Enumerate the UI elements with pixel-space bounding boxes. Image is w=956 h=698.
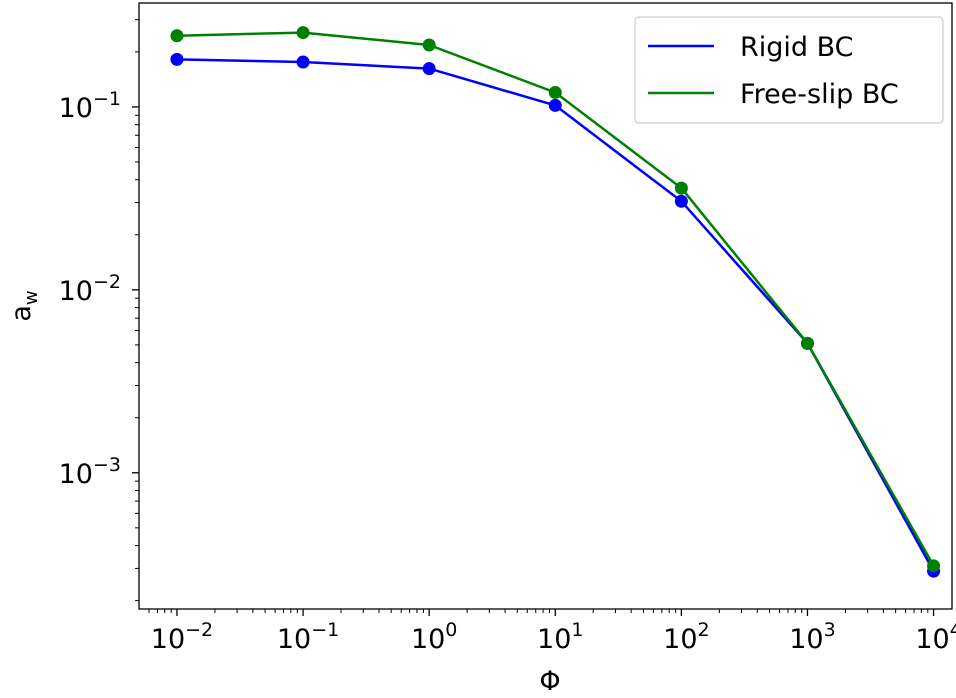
x-tick-label-6: 104 [915,619,956,655]
series-0-point-3 [548,98,562,112]
series-1-point-6 [927,559,941,573]
y-tick-label-1: 10−2 [59,271,121,307]
series-1-point-4 [674,181,688,195]
series-1-point-3 [548,85,562,99]
x-tick-label-2: 100 [411,619,457,655]
x-tick-label-4: 102 [663,619,709,655]
series-1-point-2 [422,38,436,52]
y-axis-label-base: a [6,305,37,322]
y-axis-label: aw [6,290,42,321]
series-1-point-5 [800,336,814,350]
y-axis-label-subscript: w [21,290,42,305]
x-tick-label-3: 101 [537,619,583,655]
x-axis: 10−2 10−1 100 101 102 103 104 [151,609,956,655]
x-minor-ticks [148,609,929,613]
legend: Rigid BC Free-slip BC [634,16,944,124]
series-1-point-1 [296,26,310,40]
series-layer [170,26,941,578]
y-axis: 10−1 10−2 10−3 [59,88,139,490]
y-minor-ticks [135,19,139,602]
legend-label-free-slip: Free-slip BC [740,79,899,110]
x-axis-label: Φ [539,666,560,697]
series-1-point-0 [170,29,184,43]
x-tick-label-5: 103 [789,619,835,655]
y-tick-label-0: 10−1 [59,88,121,124]
series-0-point-2 [422,62,436,76]
legend-box [634,16,944,124]
series-0-point-4 [674,194,688,208]
legend-label-rigid: Rigid BC [740,32,854,63]
series-0-point-0 [170,52,184,66]
y-tick-label-2: 10−3 [59,454,121,490]
series-0-point-1 [296,55,310,69]
x-tick-label-1: 10−1 [277,619,339,655]
x-tick-label-0: 10−2 [151,619,213,655]
